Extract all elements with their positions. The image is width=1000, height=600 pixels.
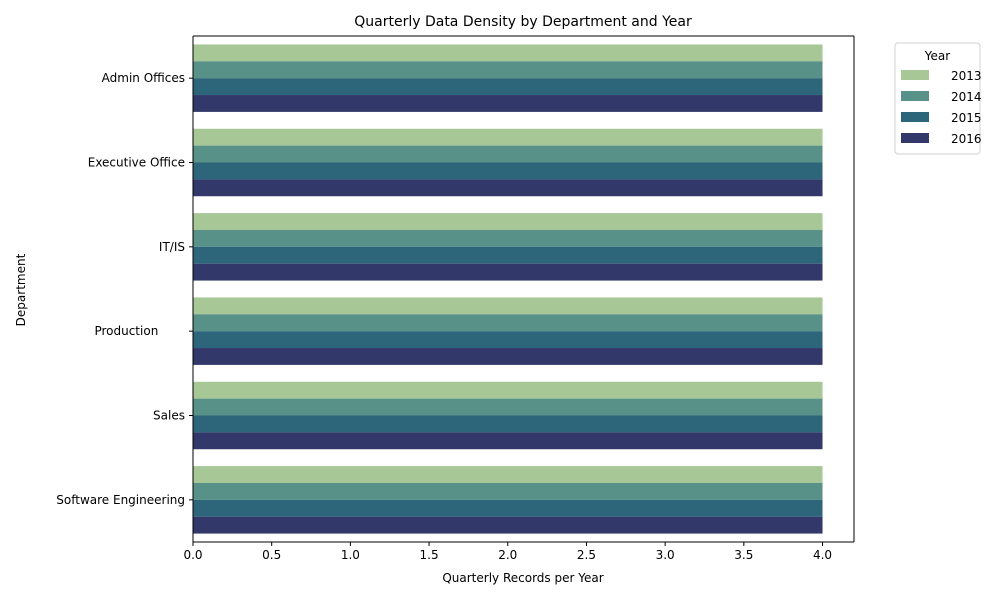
x-axis: 0.0 0.5 1.0 1.5 2.0 2.5 3.0 3.5 4.0 [183, 542, 832, 562]
bar-2014-3 [193, 314, 823, 332]
bar-2014-5 [193, 482, 823, 500]
legend-swatch-2014 [901, 91, 929, 101]
legend-swatch-2016 [901, 133, 929, 143]
bar-2016-4 [193, 432, 823, 450]
legend-label-2014: 2014 [951, 90, 982, 104]
bar-2013-5 [193, 466, 823, 483]
y-tick-label: Executive Office [88, 156, 185, 170]
x-tick-label: 2.5 [577, 548, 596, 562]
bar-2014-1 [193, 145, 823, 163]
x-tick-label: 0.0 [183, 548, 202, 562]
y-tick-label: Software Engineering [56, 493, 185, 507]
bar-2015-4 [193, 415, 823, 433]
y-tick-label: Production [94, 324, 185, 338]
x-tick-label: 1.5 [420, 548, 439, 562]
bar-2015-3 [193, 331, 823, 349]
y-tick-label: Admin Offices [102, 71, 185, 85]
y-tick-label: Sales [153, 409, 185, 423]
bar-2015-2 [193, 246, 823, 264]
x-tick-label: 1.0 [341, 548, 360, 562]
bar-2013-3 [193, 297, 823, 315]
bar-2014-2 [193, 229, 823, 247]
bar-2013-4 [193, 381, 823, 399]
bar-2013-2 [193, 213, 823, 230]
bar-2015-5 [193, 499, 823, 517]
x-tick-label: 0.5 [262, 548, 281, 562]
x-axis-title: Quarterly Records per Year [442, 571, 603, 585]
x-tick-label: 3.5 [734, 548, 753, 562]
chart-title: Quarterly Data Density by Department and… [354, 14, 692, 30]
y-axis-title: Department [14, 253, 28, 326]
bar-2015-1 [193, 162, 823, 180]
legend-swatch-2015 [901, 112, 929, 122]
legend-swatch-2013 [901, 70, 929, 80]
bar-2016-0 [193, 95, 823, 112]
bar-2016-2 [193, 263, 823, 281]
bar-2015-0 [193, 78, 823, 96]
bar-2016-1 [193, 179, 823, 197]
legend-label-2013: 2013 [951, 69, 982, 83]
y-tick-label: IT/IS [159, 240, 185, 254]
y-axis: Admin Offices Executive Office IT/IS Produc… [56, 71, 193, 507]
legend-label-2015: 2015 [951, 111, 982, 125]
bar-2013-0 [193, 44, 823, 62]
legend-label-2016: 2016 [951, 132, 982, 146]
bar-2013-1 [193, 128, 823, 146]
bar-2014-0 [193, 61, 823, 79]
bar-2014-4 [193, 398, 823, 416]
x-tick-label: 3.0 [656, 548, 675, 562]
bar-2016-3 [193, 348, 823, 365]
legend-title: Year [924, 49, 950, 63]
plot-area [192, 35, 855, 543]
x-tick-label: 4.0 [813, 548, 832, 562]
bar-2016-5 [193, 516, 823, 534]
x-tick-label: 2.0 [498, 548, 517, 562]
